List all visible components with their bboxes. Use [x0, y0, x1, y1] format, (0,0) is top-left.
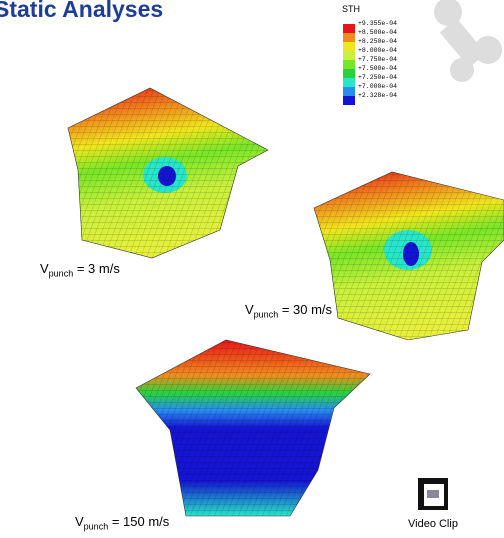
legend-label: +8.000e-04: [358, 47, 397, 55]
legend-label: +7.250e-04: [358, 74, 397, 82]
symbol: V: [245, 302, 254, 317]
simulation-2: [314, 172, 504, 340]
legend-swatch: [343, 78, 355, 87]
legend-swatch: [343, 60, 355, 69]
subscript: punch: [49, 269, 74, 279]
case-label: Vpunch = 3 m/s: [40, 261, 120, 279]
legend-swatch: [343, 42, 355, 51]
case-label: Vpunch = 150 m/s: [75, 514, 169, 532]
legend-swatch: [343, 51, 355, 60]
simulation-3: [136, 340, 370, 516]
speed: = 30 m/s: [282, 302, 332, 317]
title: Static Analyses: [0, 0, 163, 23]
legend-label: +2.328e-04: [358, 92, 397, 100]
simulation-1: [68, 88, 268, 258]
legend-label: +7.000e-04: [358, 83, 397, 91]
legend-swatch: [343, 87, 355, 96]
legend-label: +7.500e-04: [358, 65, 397, 73]
case-label: Vpunch = 30 m/s: [245, 302, 332, 320]
speed: = 3 m/s: [77, 261, 120, 276]
subscript: punch: [254, 310, 279, 320]
subscript: punch: [84, 522, 109, 532]
video-label[interactable]: Video Clip: [408, 518, 458, 530]
legend-label: +8.250e-04: [358, 38, 397, 46]
legend-swatch: [343, 69, 355, 78]
symbol: V: [75, 514, 84, 529]
legend-swatch: [343, 24, 355, 33]
slide: Static Analyses STH +9.355e-04+8.500e-04…: [0, 0, 504, 538]
symbol: V: [40, 261, 49, 276]
legend-title: STH: [342, 4, 360, 14]
speed: = 150 m/s: [112, 514, 169, 529]
video-icon[interactable]: [418, 478, 448, 510]
decoration: [434, 0, 502, 82]
legend-label: +7.750e-04: [358, 56, 397, 64]
legend-label: +9.355e-04: [358, 20, 397, 28]
legend-swatch: [343, 96, 355, 105]
legend-swatch: [343, 33, 355, 42]
legend-label: +8.500e-04: [358, 29, 397, 37]
